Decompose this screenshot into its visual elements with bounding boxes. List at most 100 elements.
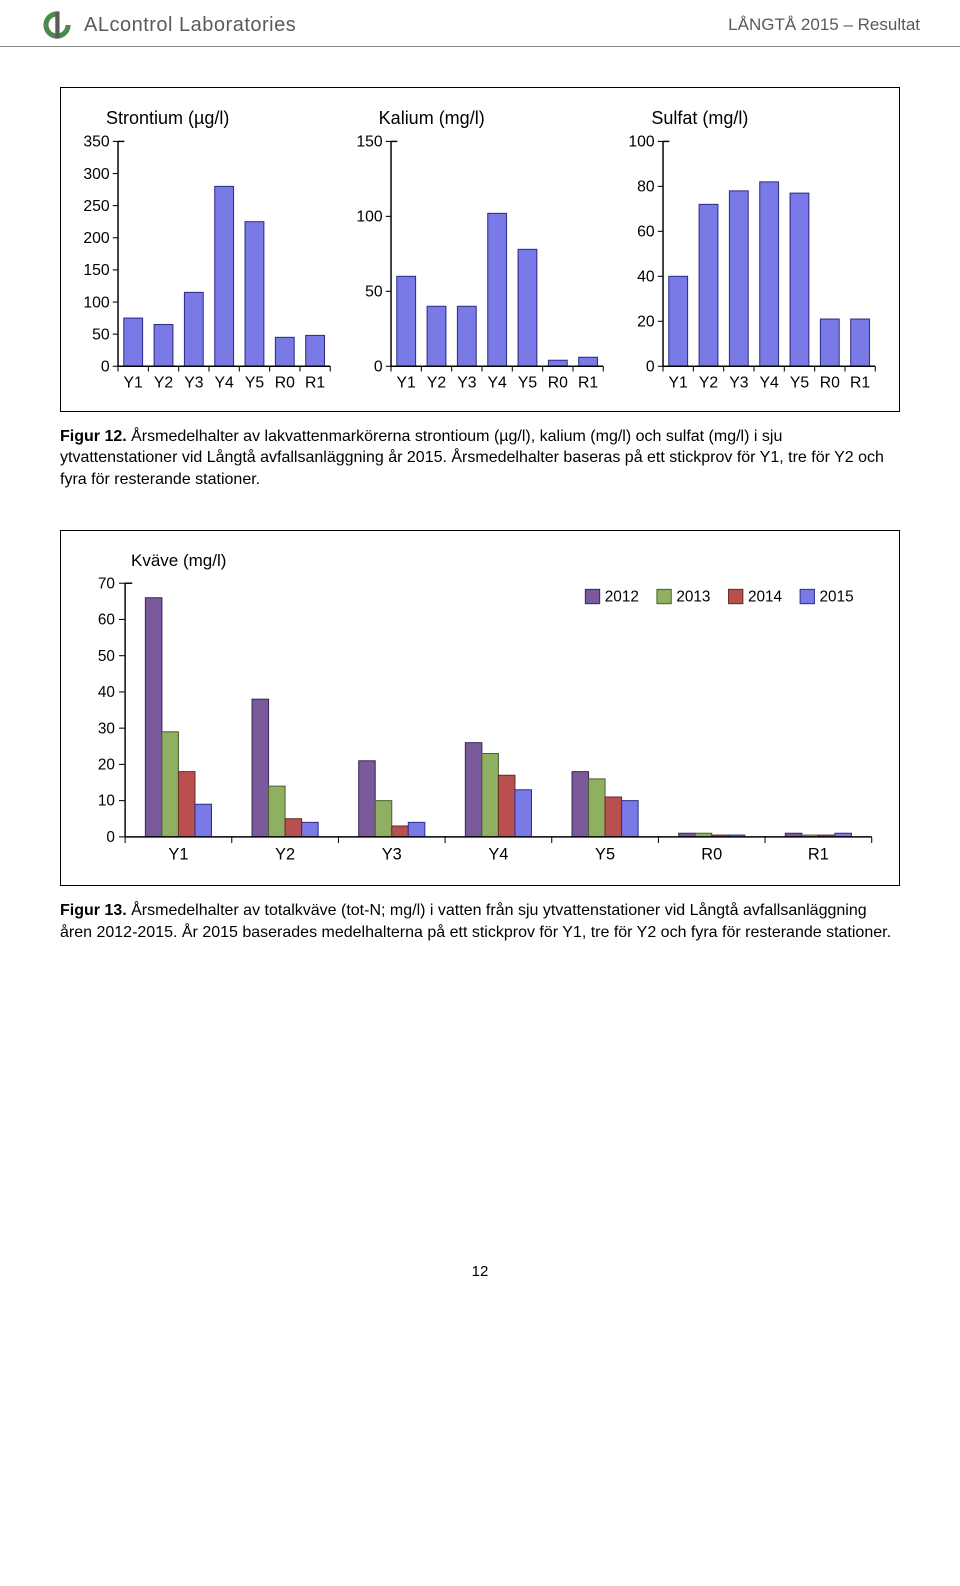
bar	[408, 823, 425, 837]
y-tick-label: 0	[106, 829, 115, 846]
bar	[392, 826, 409, 837]
y-tick-label: 0	[646, 359, 655, 376]
bar	[245, 222, 264, 367]
x-tick-label: R1	[305, 374, 325, 391]
y-tick-label: 250	[83, 198, 110, 215]
top-chart-box: Strontium (µg/l) 0 50 100 150 200 250 300 350 Y1 Y…	[60, 87, 900, 412]
x-tick-label: Y2	[275, 846, 295, 864]
legend-label: 2014	[748, 589, 783, 606]
x-tick-label: Y5	[518, 374, 538, 391]
bar	[669, 276, 688, 366]
x-tick-label: Y5	[595, 846, 615, 864]
bar	[178, 772, 195, 837]
x-tick-label: Y4	[215, 374, 235, 391]
x-tick-label: Y4	[760, 374, 780, 391]
x-tick-label: Y2	[427, 374, 446, 391]
page-content: Strontium (µg/l)050100150200250300350Y1Y…	[0, 47, 960, 1300]
bar	[162, 732, 179, 837]
bar	[275, 337, 294, 366]
bar	[578, 357, 597, 366]
x-tick-label: R0	[547, 374, 567, 391]
company-name: ALcontrol Laboratories	[84, 14, 296, 37]
bar	[515, 790, 532, 837]
bar	[465, 743, 482, 837]
y-tick-label: 0	[101, 359, 110, 376]
chart-svg: 050100150200250300350Y1Y2Y3Y4Y5R0R1	[76, 133, 339, 396]
bar	[269, 787, 286, 838]
chart-title: Kväve (mg/l)	[131, 551, 884, 571]
bar	[760, 182, 779, 366]
x-tick-label: Y4	[487, 374, 507, 391]
bar	[154, 324, 173, 366]
bar	[124, 318, 143, 366]
chart-svg: 020406080100Y1Y2Y3Y4Y5R0R1	[621, 133, 884, 396]
legend-swatch	[657, 590, 671, 604]
y-tick-label: 200	[83, 230, 110, 247]
x-tick-label: R0	[275, 374, 295, 391]
y-tick-label: 70	[98, 576, 115, 593]
bar	[145, 598, 162, 837]
bar	[195, 805, 212, 838]
x-tick-label: R1	[808, 846, 829, 864]
x-tick-label: Y5	[790, 374, 810, 391]
y-tick-label: 300	[83, 166, 110, 183]
chart-title: Sulfat (mg/l)	[651, 108, 884, 129]
bar	[482, 754, 499, 837]
page-number: 12	[60, 1263, 900, 1280]
bar	[548, 360, 567, 366]
x-tick-label: Y3	[382, 846, 402, 864]
chart-title: Strontium (µg/l)	[106, 108, 339, 129]
bar	[730, 191, 749, 366]
bar	[252, 700, 269, 838]
legend-label: 2015	[820, 589, 854, 606]
bar	[518, 249, 537, 366]
x-tick-label: Y1	[168, 846, 188, 864]
bar	[790, 193, 809, 366]
x-tick-label: R1	[578, 374, 598, 391]
mini-chart: Strontium (µg/l)050100150200250300350Y1Y…	[76, 108, 339, 396]
x-tick-label: Y1	[669, 374, 688, 391]
y-tick-label: 350	[83, 134, 110, 151]
x-tick-label: R1	[850, 374, 870, 391]
bar	[215, 186, 234, 366]
grouped-chart: Kväve (mg/l)010203040506070Y1Y2Y3Y4Y5R0R…	[76, 551, 884, 870]
y-tick-label: 10	[98, 793, 115, 810]
y-tick-label: 150	[83, 262, 110, 279]
y-tick-label: 100	[83, 294, 110, 311]
page-header: ALcontrol Laboratories LÅNGTÅ 2015 – Res…	[0, 0, 960, 47]
legend-swatch	[800, 590, 814, 604]
legend-label: 2012	[605, 589, 639, 606]
caption-text: Årsmedelhalter av totalkväve (tot-N; mg/…	[60, 902, 891, 941]
legend-swatch	[729, 590, 743, 604]
x-tick-label: R0	[820, 374, 840, 391]
y-tick-label: 30	[98, 721, 115, 738]
x-tick-label: Y3	[184, 374, 204, 391]
bar	[851, 319, 870, 366]
bar	[375, 801, 392, 837]
x-tick-label: Y4	[488, 846, 508, 864]
x-tick-label: Y1	[396, 374, 415, 391]
y-tick-label: 60	[637, 224, 655, 241]
bar	[396, 276, 415, 366]
bar	[605, 797, 622, 837]
mini-charts-row: Strontium (µg/l) 0 50 100 150 200 250 300 350 Y1 Y…	[76, 108, 884, 396]
company-logo-icon	[40, 8, 74, 42]
mini-chart: Kalium (mg/l)050100150Y1Y2Y3Y4Y5R0R1	[349, 108, 612, 396]
x-tick-label: Y5	[245, 374, 265, 391]
bar	[359, 761, 376, 837]
y-tick-label: 0	[374, 359, 383, 376]
x-tick-label: R0	[701, 846, 722, 864]
y-tick-label: 20	[98, 757, 115, 774]
x-tick-label: Y3	[730, 374, 750, 391]
bar	[821, 319, 840, 366]
grouped-chart-box: Kväve (mg/l)010203040506070Y1Y2Y3Y4Y5R0R…	[60, 530, 900, 886]
bar	[572, 772, 589, 837]
y-tick-label: 50	[92, 326, 110, 343]
y-tick-label: 50	[365, 284, 383, 301]
bar	[184, 292, 203, 366]
y-tick-label: 40	[98, 684, 115, 701]
caption-text: Årsmedelhalter av lakvattenmarkörerna st…	[60, 428, 884, 488]
bar	[622, 801, 639, 837]
y-tick-label: 80	[637, 179, 655, 196]
y-tick-label: 60	[98, 612, 115, 629]
